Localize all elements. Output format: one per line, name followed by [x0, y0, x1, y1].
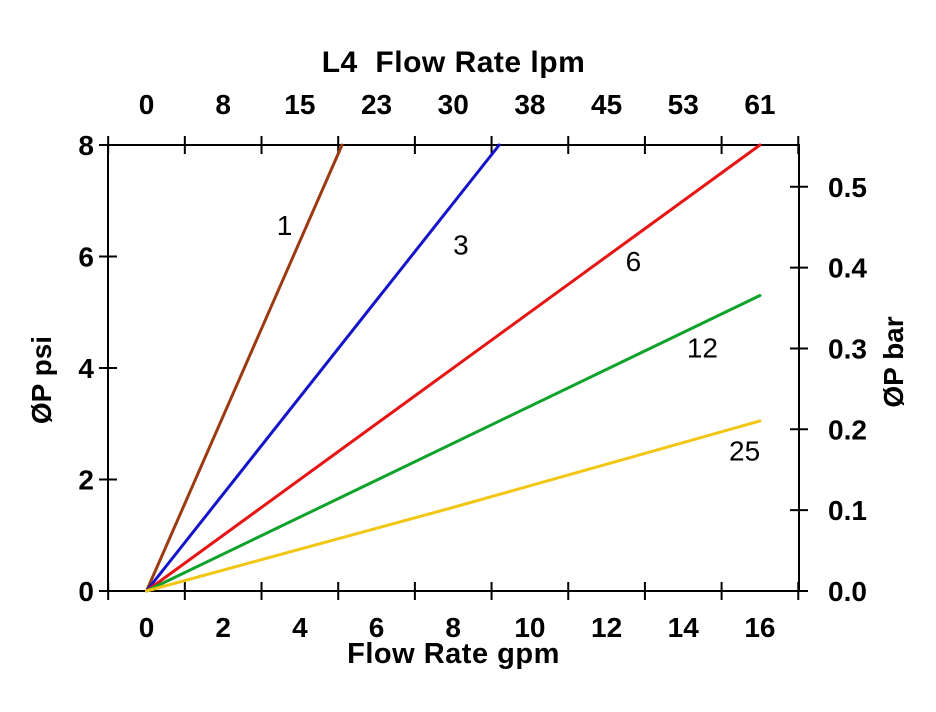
- bottom-tick-label: 14: [668, 612, 700, 643]
- top-tick-label: 30: [438, 89, 469, 120]
- series-label-12: 12: [687, 332, 718, 363]
- left-tick-label: 0: [78, 576, 94, 607]
- right-tick-label: 0.0: [828, 576, 867, 607]
- top-tick-label: 53: [668, 89, 699, 120]
- right-tick-label: 0.2: [828, 414, 867, 445]
- bottom-tick-label: 8: [445, 612, 461, 643]
- top-tick-label: 38: [514, 89, 545, 120]
- right-tick-label: 0.3: [828, 333, 867, 364]
- top-tick-label: 23: [361, 89, 392, 120]
- right-tick-label: 0.4: [828, 253, 867, 284]
- left-tick-label: 8: [78, 130, 94, 161]
- top-axis-title: L4 Flow Rate lpm: [321, 46, 586, 79]
- series-line-1: [145, 143, 344, 593]
- series-line-12: [145, 294, 762, 593]
- bottom-tick-label: 6: [369, 612, 385, 643]
- top-tick-label: 15: [284, 89, 315, 120]
- top-tick-label: 8: [215, 89, 231, 120]
- top-tick-label: 61: [744, 89, 775, 120]
- bottom-tick-label: 0: [139, 612, 155, 643]
- bottom-axis-title: Flow Rate gpm: [347, 638, 560, 670]
- series-label-6: 6: [626, 246, 642, 277]
- left-tick-label: 6: [78, 242, 94, 273]
- top-tick-label: 45: [591, 89, 622, 120]
- series-line-25: [145, 419, 762, 593]
- left-tick-label: 2: [78, 465, 94, 496]
- right-tick-label: 0.5: [828, 172, 867, 203]
- bottom-tick-label: 10: [514, 612, 545, 643]
- series-label-25: 25: [729, 436, 760, 467]
- series-line-6: [145, 143, 762, 593]
- left-tick-label: 4: [78, 353, 94, 384]
- bottom-tick-label: 2: [215, 612, 231, 643]
- series-label-1: 1: [277, 210, 293, 241]
- bottom-tick-label: 12: [591, 612, 622, 643]
- bottom-tick-label: 4: [292, 612, 308, 643]
- bottom-tick-label: 16: [744, 612, 775, 643]
- top-tick-label: 0: [139, 89, 155, 120]
- series-label-3: 3: [453, 229, 469, 260]
- right-tick-label: 0.1: [828, 495, 867, 526]
- series-line-3: [145, 143, 501, 593]
